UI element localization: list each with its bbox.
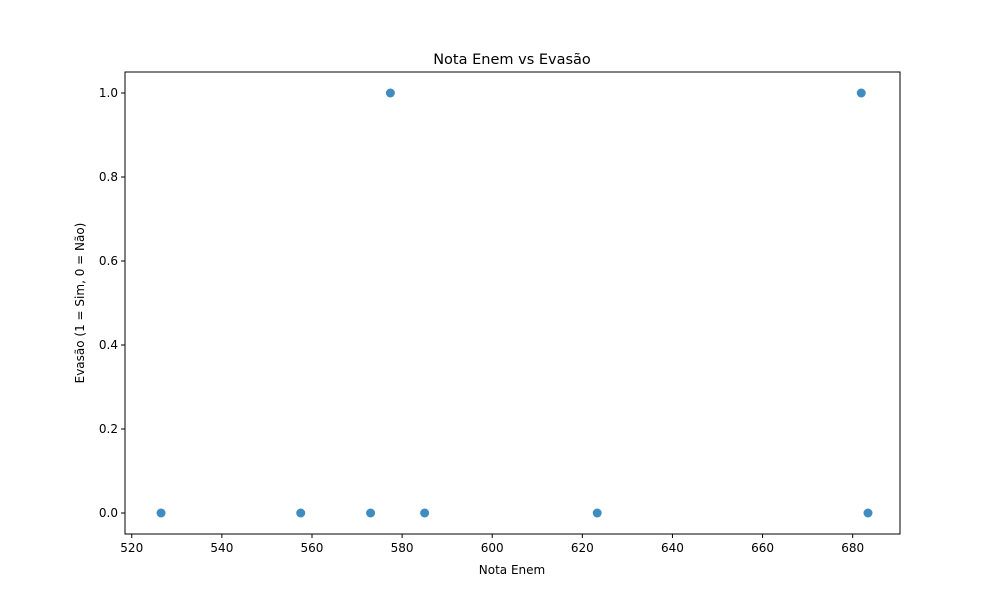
x-tick-label: 560 [301, 541, 324, 555]
data-point [420, 508, 430, 518]
chart-title: Nota Enem vs Evasão [433, 52, 591, 68]
x-tick-label: 640 [661, 541, 684, 555]
data-point [156, 508, 166, 518]
data-point [385, 88, 395, 98]
x-tick-label: 660 [751, 541, 774, 555]
y-axis-ticks: 0.0 0.2 0.4 0.6 0.8 1.0 [99, 86, 125, 520]
data-point [592, 508, 602, 518]
data-point [366, 508, 376, 518]
y-axis-label: Evasão (1 = Sim, 0 = Não) [73, 223, 87, 384]
y-tick-label: 0.8 [99, 170, 118, 184]
y-tick-label: 0.0 [99, 506, 118, 520]
x-tick-label: 600 [481, 541, 504, 555]
x-tick-label: 680 [841, 541, 864, 555]
x-tick-label: 520 [120, 541, 143, 555]
data-point [856, 88, 866, 98]
points-layer [156, 88, 873, 518]
x-axis-label: Nota Enem [479, 563, 545, 577]
data-point [296, 508, 306, 518]
y-tick-label: 1.0 [99, 86, 118, 100]
plot-area-frame [124, 71, 901, 535]
x-tick-label: 580 [391, 541, 414, 555]
x-tick-label: 540 [210, 541, 233, 555]
y-tick-label: 0.2 [99, 422, 118, 436]
x-axis-ticks: 520 540 560 580 600 620 640 660 680 [120, 534, 864, 555]
y-tick-label: 0.6 [99, 254, 118, 268]
y-tick-label: 0.4 [99, 338, 118, 352]
x-tick-label: 620 [571, 541, 594, 555]
data-point [863, 508, 873, 518]
